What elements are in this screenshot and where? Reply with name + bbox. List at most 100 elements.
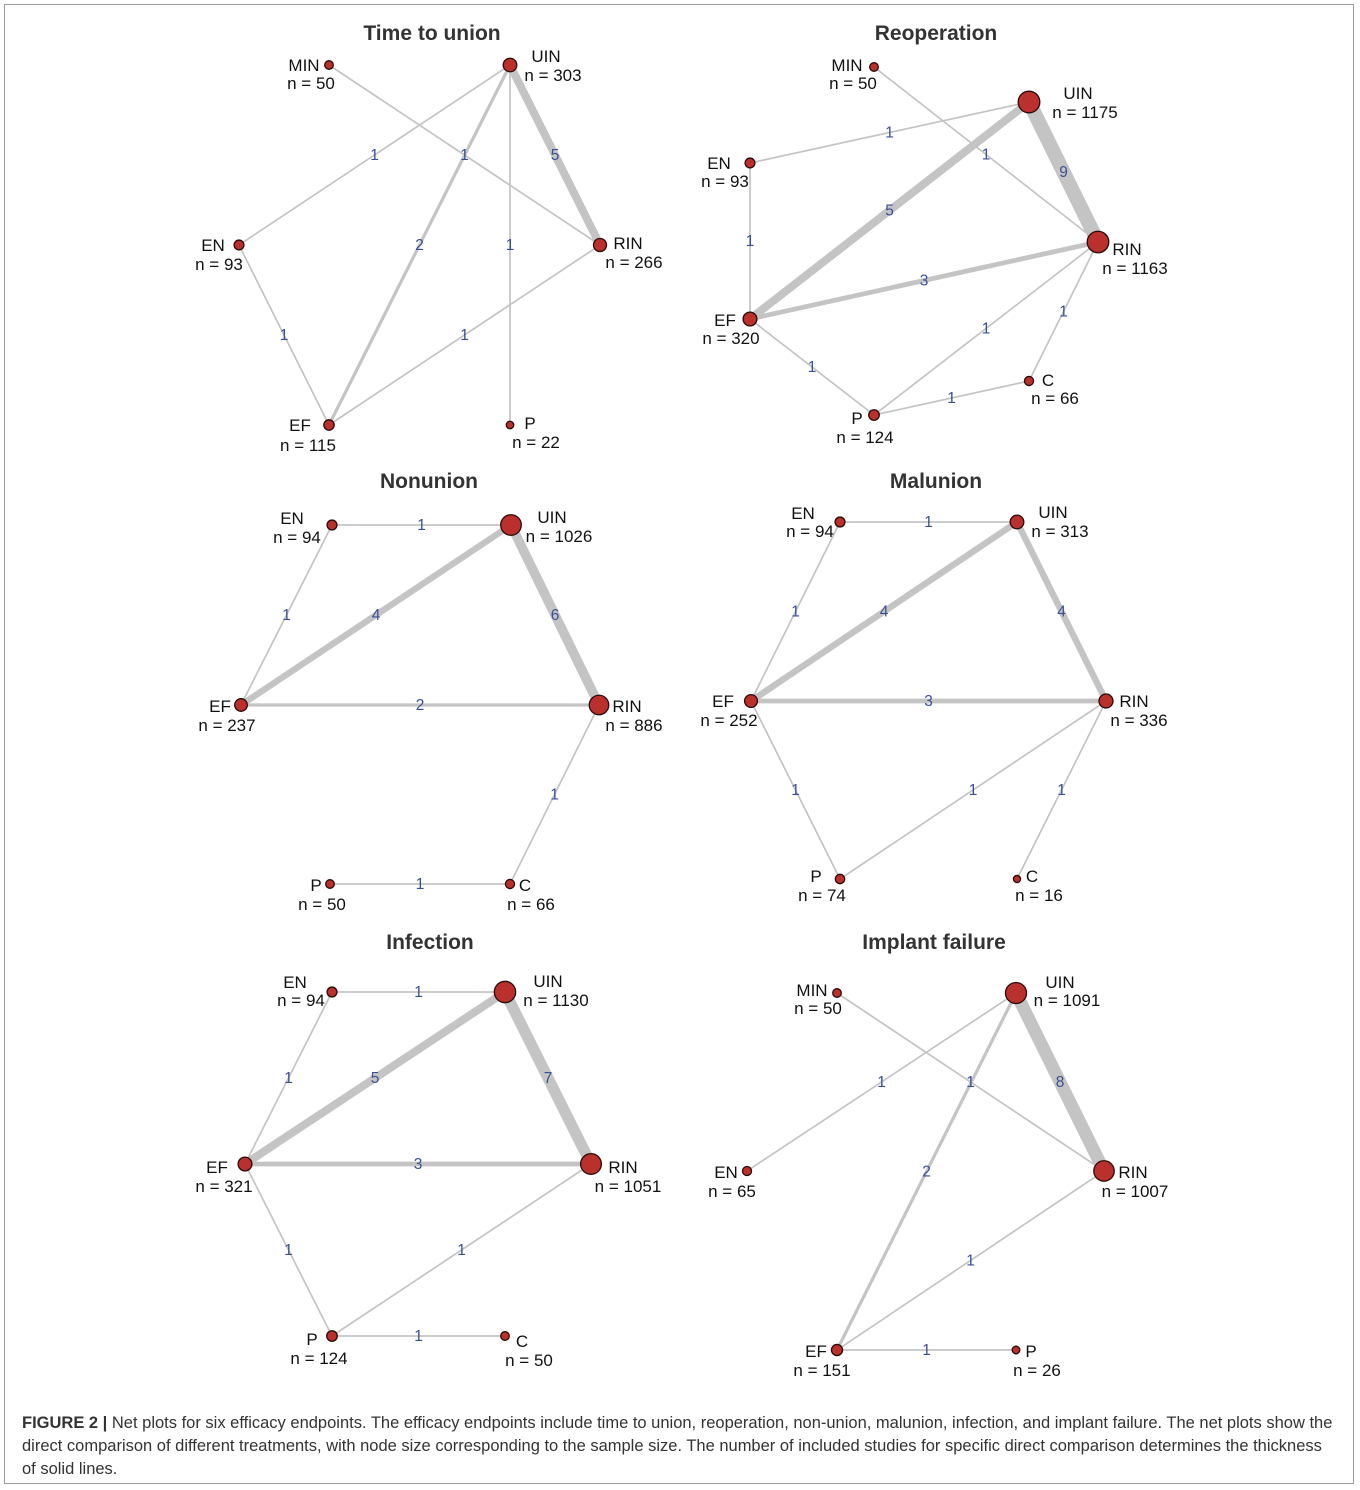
- edge-ef-rin: [328, 244, 601, 426]
- edge-label-c-rin: 1: [1059, 304, 1068, 321]
- panel-title-infection: Infection: [386, 931, 474, 954]
- edge-label-ef-p: 1: [791, 782, 800, 799]
- node-count-ef: n = 320: [702, 329, 759, 348]
- node-count-rin: n = 1051: [595, 1177, 662, 1196]
- node-count-c: n = 50: [505, 1351, 553, 1370]
- edge-uin-ef: [747, 98, 1032, 323]
- edge-label-ef-rin: 2: [416, 697, 425, 714]
- node-min: [324, 60, 334, 70]
- node-p: [868, 409, 880, 421]
- edge-en-uin: [749, 101, 1030, 164]
- node-rin: [1086, 230, 1110, 254]
- node-count-uin: n = 303: [524, 66, 581, 85]
- node-p: [326, 1330, 338, 1342]
- edge-label-c-rin: 1: [1057, 782, 1066, 799]
- node-ef: [830, 1343, 844, 1357]
- edge-label-min-rin: 1: [982, 147, 991, 164]
- node-en: [741, 1165, 753, 1177]
- node-name-c: C: [516, 1332, 528, 1351]
- edge-label-p-c: 1: [947, 390, 956, 407]
- edge-label-ef-p: 1: [284, 1242, 293, 1259]
- edge-en-ef: [238, 244, 330, 426]
- edge-label-uin-ef: 5: [371, 1070, 380, 1087]
- edge-label-en-ef: 1: [282, 607, 291, 624]
- node-name-rin: RIN: [1112, 240, 1141, 259]
- caption-label: FIGURE 2 |: [22, 1414, 108, 1432]
- edge-label-ef-p: 1: [922, 1342, 931, 1359]
- edge-ef-p: [749, 318, 875, 416]
- node-ef: [323, 419, 335, 431]
- node-rin: [1098, 693, 1114, 709]
- edge-label-uin-en: 1: [370, 147, 379, 164]
- edge-uin-rin: [506, 63, 604, 247]
- node-name-rin: RIN: [1119, 692, 1148, 711]
- node-count-uin: n = 1130: [523, 991, 588, 1010]
- edge-uin-ef: [327, 64, 512, 426]
- node-count-en: n = 94: [273, 528, 321, 547]
- edge-label-p-rin: 1: [969, 782, 978, 799]
- edge-label-uin-ef: 5: [885, 203, 894, 220]
- node-uin: [1004, 981, 1028, 1005]
- node-name-p: P: [1025, 1342, 1036, 1361]
- node-name-uin: UIN: [1063, 84, 1092, 103]
- caption-text: Net plots for six efficacy endpoints. Th…: [22, 1414, 1333, 1478]
- edges-nonunion: 6 4 2 1 1 1 1: [239, 517, 604, 893]
- node-name-ef: EF: [805, 1342, 827, 1361]
- node-en: [233, 239, 245, 251]
- edges-time-to-union: 5 2 1 1 1 1 1: [238, 63, 604, 426]
- edge-p-c: [873, 380, 1030, 416]
- node-name-en: EN: [714, 1163, 738, 1182]
- edge-ef-rin: [836, 1170, 1105, 1351]
- node-name-rin: RIN: [612, 697, 641, 716]
- node-count-min: n = 50: [287, 74, 335, 93]
- edge-p-rin: [331, 1163, 592, 1337]
- node-count-p: n = 124: [290, 1349, 347, 1368]
- edge-uin-ef: [239, 522, 513, 708]
- node-c: [1023, 375, 1035, 387]
- node-name-rin: RIN: [608, 1158, 637, 1177]
- node-count-uin: n = 313: [1031, 522, 1088, 541]
- node-count-p: n = 74: [798, 886, 846, 905]
- edge-rin-c: [509, 704, 600, 885]
- edge-label-ef-rin: 3: [924, 693, 933, 710]
- node-name-ef: EF: [206, 1158, 228, 1177]
- node-count-ef: n = 237: [198, 716, 255, 735]
- edge-en-ef: [244, 991, 333, 1165]
- figure-caption: FIGURE 2 | Net plots for six efficacy en…: [22, 1412, 1340, 1481]
- edges-reoperation: 9 5 3 1 1 1 1 1 1 1: [746, 66, 1105, 416]
- edge-label-en-ef: 1: [791, 604, 800, 621]
- node-count-en: n = 93: [195, 255, 243, 274]
- panel-title-malunion: Malunion: [890, 470, 982, 493]
- node-rin: [1093, 1160, 1115, 1182]
- edge-label-en-uin: 1: [885, 125, 894, 142]
- node-count-min: n = 50: [794, 999, 842, 1018]
- node-uin: [1017, 90, 1041, 114]
- edge-label-en-uin: 1: [924, 514, 933, 531]
- edge-label-min-rin: 1: [460, 147, 469, 164]
- node-name-rin: RIN: [1118, 1163, 1147, 1182]
- node-name-ef: EF: [209, 697, 231, 716]
- edge-uin-rin: [506, 522, 604, 708]
- node-en: [326, 986, 338, 998]
- node-ef: [742, 311, 758, 327]
- node-uin: [502, 57, 518, 73]
- node-count-p: n = 26: [1013, 1361, 1061, 1380]
- node-count-uin: n = 1091: [1034, 991, 1101, 1010]
- node-name-p: P: [310, 876, 321, 895]
- edge-label-ef-rin: 1: [460, 327, 469, 344]
- edge-label-uin-ef: 4: [372, 607, 381, 624]
- node-name-en: EN: [280, 509, 304, 528]
- edge-uin-rin: [1014, 520, 1109, 703]
- node-c: [504, 878, 516, 890]
- node-name-uin: UIN: [533, 972, 562, 991]
- edge-uin-en: [746, 992, 1017, 1172]
- node-name-p: P: [810, 867, 821, 886]
- node-count-rin: n = 1007: [1102, 1182, 1169, 1201]
- node-count-c: n = 66: [507, 895, 555, 914]
- node-c: [500, 1331, 510, 1341]
